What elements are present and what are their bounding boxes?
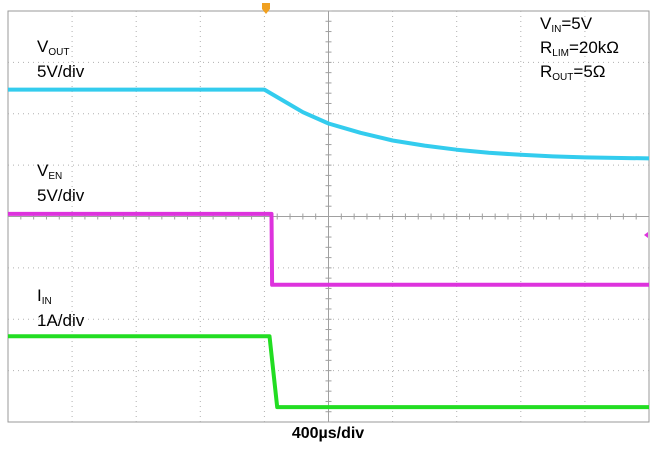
vout-label: VOUT 5V/div — [37, 37, 85, 81]
trigger-marker — [262, 3, 270, 14]
traces — [8, 87, 650, 410]
iin-trace — [8, 334, 649, 410]
rlim-annotation: RLIM=20kΩ — [540, 38, 619, 59]
rout-annotation: ROUT=5Ω — [540, 62, 606, 83]
iin-label: IIN 1A/div — [37, 286, 85, 330]
x-axis-label: 400µs/div — [291, 425, 365, 442]
ven-level-marker — [644, 232, 648, 238]
iin-scale: 1A/div — [37, 311, 85, 330]
ven-label: VEN 5V/div — [37, 161, 85, 205]
vout-trace — [8, 87, 650, 161]
vin-annotation: VIN=5V — [540, 14, 593, 35]
vout-scale: 5V/div — [37, 62, 85, 81]
ven-trace — [8, 211, 649, 287]
ven-scale: 5V/div — [37, 186, 85, 205]
